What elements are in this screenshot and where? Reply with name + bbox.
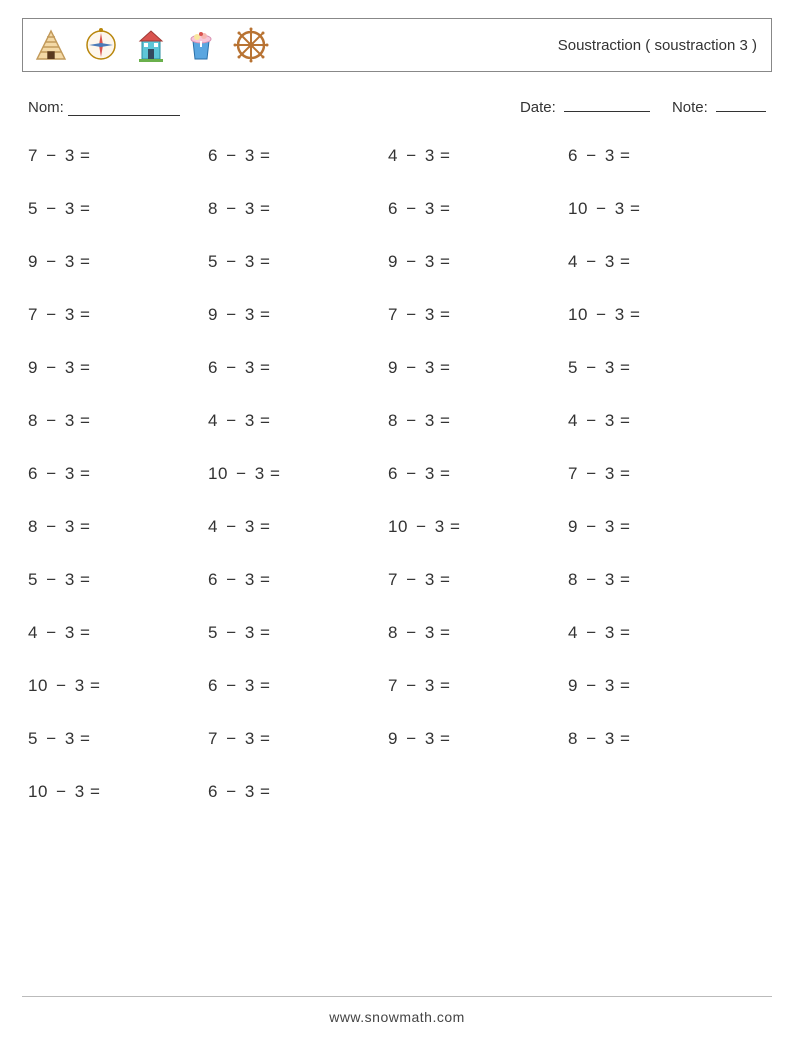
problem-row: 8 − 3 =4 − 3 =8 − 3 =4 − 3 =: [28, 411, 766, 431]
problem-cell: 9 − 3 =: [568, 676, 748, 696]
meta-name: Nom:: [28, 99, 180, 116]
problem-row: 9 − 3 =5 − 3 =9 − 3 =4 − 3 =: [28, 252, 766, 272]
note-blank[interactable]: [716, 98, 766, 112]
problem-cell: 10 − 3 =: [388, 517, 568, 537]
problem-cell: 8 − 3 =: [388, 623, 568, 643]
problem-cell: 7 − 3 =: [388, 676, 568, 696]
problem-cell: 4 − 3 =: [28, 623, 208, 643]
problem-cell: 10 − 3 =: [28, 782, 208, 802]
problem-row: 10 − 3 =6 − 3 =7 − 3 =9 − 3 =: [28, 676, 766, 696]
problem-cell: 10 − 3 =: [568, 199, 748, 219]
problem-cell: 8 − 3 =: [28, 411, 208, 431]
note-label: Note:: [672, 99, 708, 116]
problem-cell: 4 − 3 =: [388, 146, 568, 166]
problem-row: 7 − 3 =6 − 3 =4 − 3 =6 − 3 =: [28, 146, 766, 166]
problem-cell: 9 − 3 =: [28, 358, 208, 378]
problem-cell: 9 − 3 =: [388, 729, 568, 749]
problem-cell: 4 − 3 =: [208, 517, 388, 537]
worksheet-title: Soustraction ( soustraction 3 ): [558, 37, 757, 54]
problem-cell: 6 − 3 =: [208, 146, 388, 166]
problems-grid: 7 − 3 =6 − 3 =4 − 3 =6 − 3 =5 − 3 =8 − 3…: [22, 146, 772, 802]
footer-url: www.snowmath.com: [0, 1009, 794, 1025]
problem-row: 8 − 3 =4 − 3 =10 − 3 =9 − 3 =: [28, 517, 766, 537]
name-label: Nom:: [28, 99, 64, 116]
problem-cell: 8 − 3 =: [388, 411, 568, 431]
header-box: Soustraction ( soustraction 3 ): [22, 18, 772, 72]
problem-cell: 9 − 3 =: [388, 358, 568, 378]
problem-cell: 6 − 3 =: [208, 676, 388, 696]
problem-cell: 4 − 3 =: [568, 623, 748, 643]
problem-cell: 7 − 3 =: [388, 305, 568, 325]
problem-cell: 10 − 3 =: [28, 676, 208, 696]
problem-cell: 5 − 3 =: [568, 358, 748, 378]
problem-cell: 9 − 3 =: [28, 252, 208, 272]
problem-cell: 8 − 3 =: [568, 729, 748, 749]
problem-cell: 7 − 3 =: [388, 570, 568, 590]
problem-cell: 5 − 3 =: [28, 729, 208, 749]
problem-cell: 5 − 3 =: [28, 199, 208, 219]
meta-row: Nom: Date: Note:: [28, 98, 766, 116]
header-icons: [33, 27, 269, 63]
problem-row: 5 − 3 =7 − 3 =9 − 3 =8 − 3 =: [28, 729, 766, 749]
problem-cell: 4 − 3 =: [568, 411, 748, 431]
problem-row: 5 − 3 =8 − 3 =6 − 3 =10 − 3 =: [28, 199, 766, 219]
problem-cell: 6 − 3 =: [208, 358, 388, 378]
name-blank[interactable]: [68, 102, 180, 116]
problem-row: 7 − 3 =9 − 3 =7 − 3 =10 − 3 =: [28, 305, 766, 325]
problem-cell: 7 − 3 =: [568, 464, 748, 484]
problem-row: 4 − 3 =5 − 3 =8 − 3 =4 − 3 =: [28, 623, 766, 643]
problem-cell: 9 − 3 =: [568, 517, 748, 537]
compass-icon: [83, 27, 119, 63]
house-icon: [133, 27, 169, 63]
problem-cell: 6 − 3 =: [388, 464, 568, 484]
problem-cell: 10 − 3 =: [208, 464, 388, 484]
problem-cell: 7 − 3 =: [208, 729, 388, 749]
problem-cell: 8 − 3 =: [28, 517, 208, 537]
cup-icon: [183, 27, 219, 63]
problem-cell: 5 − 3 =: [28, 570, 208, 590]
problem-cell: 4 − 3 =: [208, 411, 388, 431]
problem-row: 6 − 3 =10 − 3 =6 − 3 =7 − 3 =: [28, 464, 766, 484]
problem-row: 5 − 3 =6 − 3 =7 − 3 =8 − 3 =: [28, 570, 766, 590]
problem-cell: 8 − 3 =: [568, 570, 748, 590]
problem-cell: 7 − 3 =: [28, 146, 208, 166]
date-blank[interactable]: [564, 98, 650, 112]
problem-cell: 9 − 3 =: [388, 252, 568, 272]
problem-cell: 9 − 3 =: [208, 305, 388, 325]
problem-cell: 7 − 3 =: [28, 305, 208, 325]
problem-cell: 6 − 3 =: [28, 464, 208, 484]
problem-cell: 6 − 3 =: [388, 199, 568, 219]
problem-row: 9 − 3 =6 − 3 =9 − 3 =5 − 3 =: [28, 358, 766, 378]
problem-row: 10 − 3 =6 − 3 =: [28, 782, 766, 802]
wheel-icon: [233, 27, 269, 63]
problem-cell: 4 − 3 =: [568, 252, 748, 272]
pyramid-icon: [33, 27, 69, 63]
problem-cell: 8 − 3 =: [208, 199, 388, 219]
problem-cell: 5 − 3 =: [208, 252, 388, 272]
problem-cell: 10 − 3 =: [568, 305, 748, 325]
meta-note: Note:: [672, 98, 766, 116]
worksheet-page: Soustraction ( soustraction 3 ) Nom: Dat…: [0, 0, 794, 1053]
problem-cell: 6 − 3 =: [568, 146, 748, 166]
meta-date: Date:: [520, 98, 650, 116]
problem-cell: 6 − 3 =: [208, 782, 388, 802]
footer-divider: [22, 996, 772, 997]
problem-cell: 5 − 3 =: [208, 623, 388, 643]
problem-cell: 6 − 3 =: [208, 570, 388, 590]
date-label: Date:: [520, 99, 556, 116]
